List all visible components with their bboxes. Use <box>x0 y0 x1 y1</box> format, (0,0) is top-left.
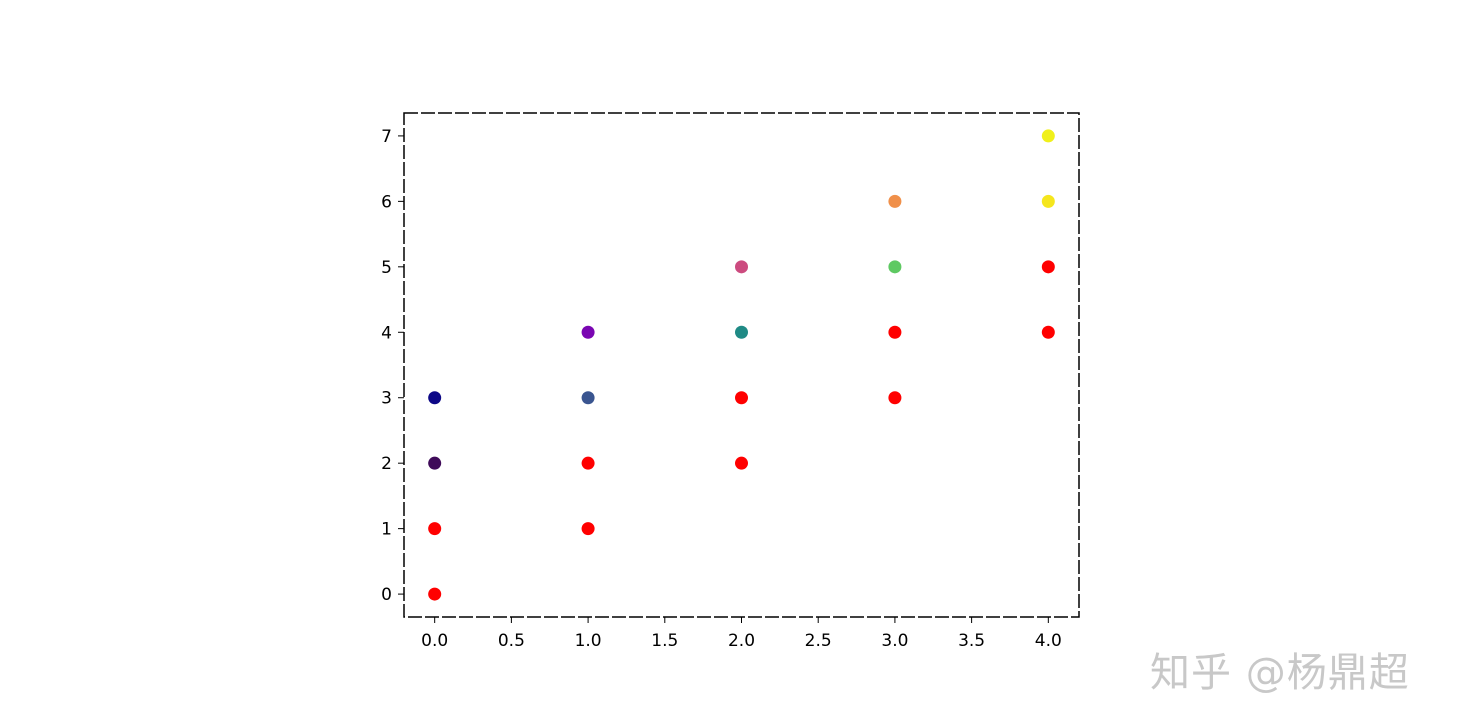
x-tick-label: 1.5 <box>651 631 678 651</box>
scatter-point <box>428 391 442 405</box>
x-tick-label: 1.0 <box>575 631 602 651</box>
x-tick-label: 3.5 <box>958 631 985 651</box>
scatter-point <box>735 456 748 470</box>
data-points <box>428 129 1055 601</box>
scatter-point <box>735 325 748 339</box>
x-tick-label: 4.0 <box>1035 631 1062 651</box>
scatter-point <box>1041 325 1055 339</box>
y-tick-label: 3 <box>381 389 392 409</box>
scatter-point <box>428 456 442 470</box>
x-tick-label: 2.5 <box>805 631 832 651</box>
y-tick-label: 5 <box>381 258 392 278</box>
scatter-point <box>888 194 902 208</box>
watermark-text: 知乎 @杨鼎超 <box>1150 650 1410 696</box>
x-axis-ticks: 0.0 0.5 1.0 1.5 2.0 2.5 3.0 3.5 4.0 <box>421 617 1062 651</box>
scatter-point <box>581 391 595 405</box>
scatter-point <box>1041 194 1055 208</box>
y-tick-label: 2 <box>381 454 392 474</box>
scatter-point <box>1041 129 1055 143</box>
x-tick-label: 0.5 <box>498 631 525 651</box>
scatter-point <box>428 587 442 601</box>
scatter-point <box>888 325 902 339</box>
plot-area <box>403 112 1080 618</box>
scatter-point <box>888 260 902 274</box>
y-tick-label: 1 <box>381 520 392 540</box>
scatter-point <box>581 456 595 470</box>
scatter-point <box>1041 260 1055 274</box>
y-tick-label: 4 <box>381 323 392 343</box>
scatter-point <box>581 522 595 536</box>
x-tick-label: 0.0 <box>421 631 448 651</box>
y-tick-label: 6 <box>381 192 392 212</box>
scatter-point <box>735 391 748 405</box>
y-tick-label: 0 <box>381 585 392 605</box>
scatter-point <box>735 260 748 274</box>
y-tick-label: 7 <box>381 127 392 147</box>
scatter-point <box>581 325 595 339</box>
x-tick-label: 3.0 <box>881 631 908 651</box>
scatter-point <box>428 522 442 536</box>
scatter-point <box>888 391 902 405</box>
x-tick-label: 2.0 <box>728 631 755 651</box>
y-axis-ticks: 0 1 2 3 4 5 6 7 <box>381 127 404 605</box>
